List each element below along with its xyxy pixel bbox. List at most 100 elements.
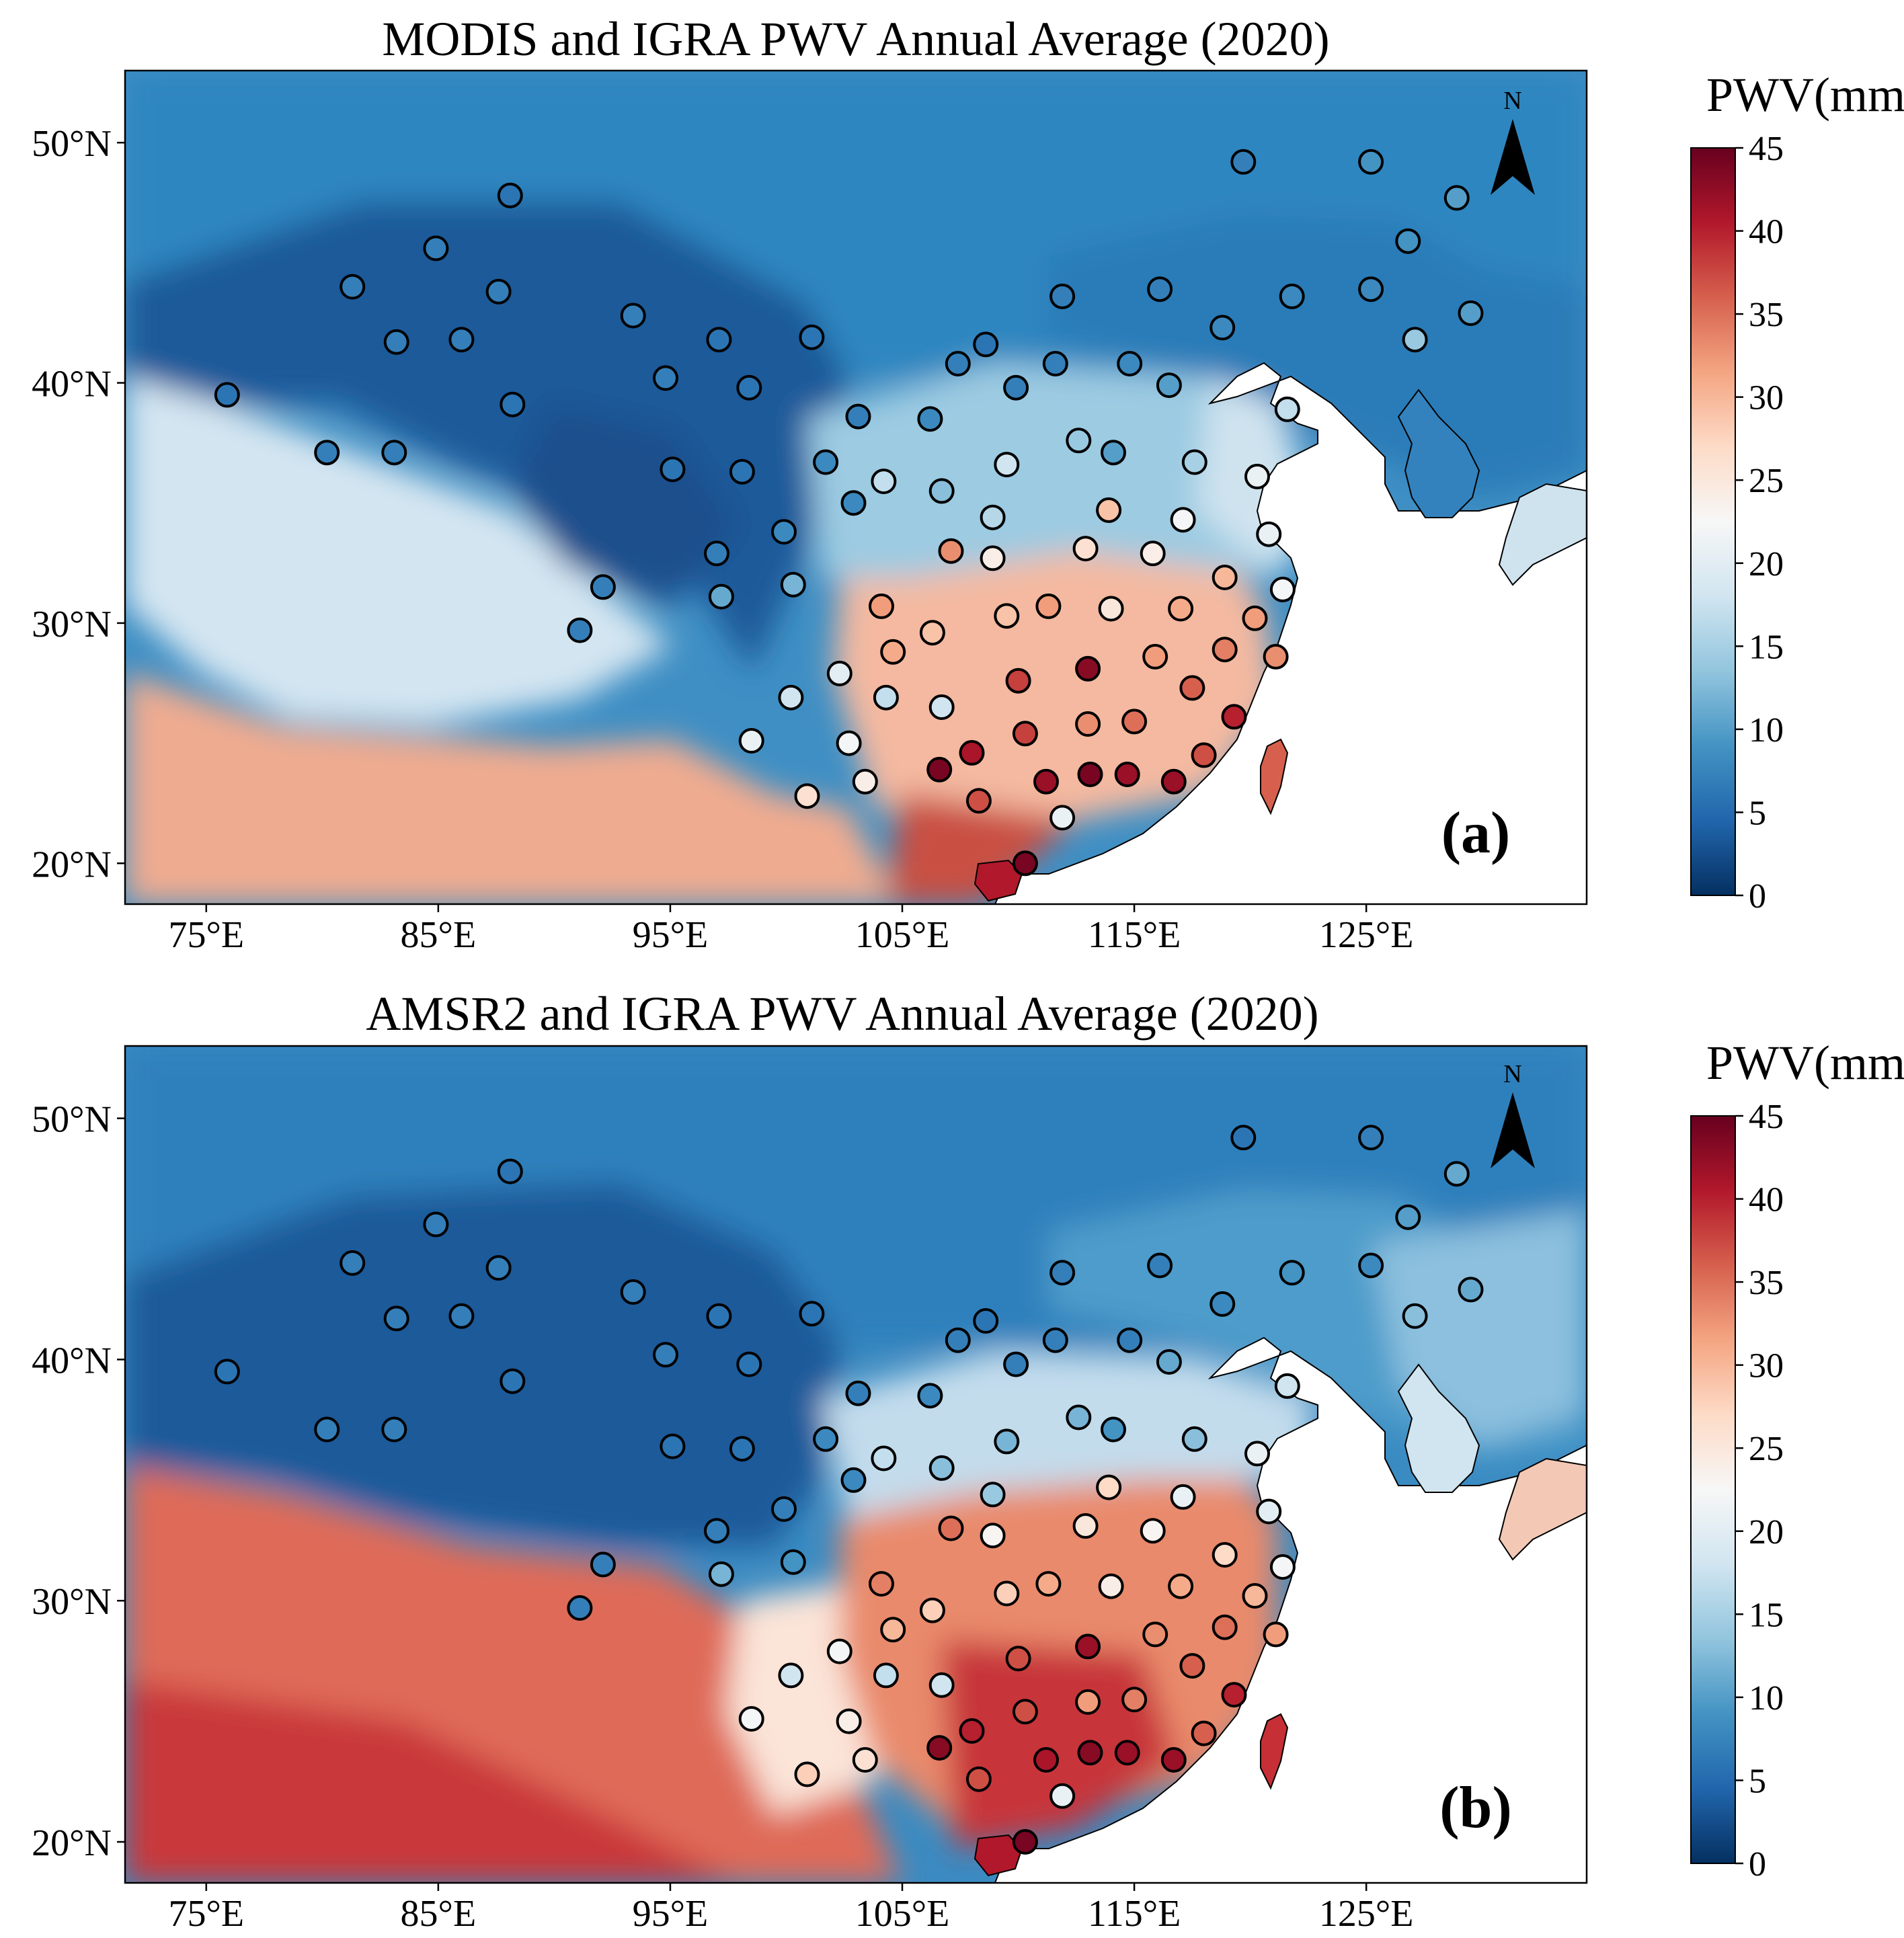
station-marker bbox=[794, 1761, 820, 1787]
station-marker bbox=[1212, 565, 1238, 590]
station-marker bbox=[1077, 1740, 1103, 1766]
lon-tick-label: 75°E bbox=[168, 1893, 244, 1935]
station-marker bbox=[813, 1426, 839, 1452]
station-marker bbox=[485, 278, 512, 305]
station-marker bbox=[1279, 1260, 1305, 1286]
station-marker bbox=[1049, 283, 1076, 309]
colorbar-tick-label: 15 bbox=[1749, 628, 1784, 666]
station-marker bbox=[1458, 300, 1484, 326]
station-marker bbox=[980, 1523, 1006, 1549]
station-marker bbox=[1066, 1404, 1092, 1430]
station-marker bbox=[917, 1383, 943, 1409]
station-marker bbox=[653, 365, 678, 391]
station-marker bbox=[736, 374, 762, 401]
panel-title: MODIS and IGRA PWV Annual Average (2020) bbox=[382, 12, 1329, 66]
station-marker bbox=[738, 1706, 764, 1732]
station-marker bbox=[1230, 149, 1257, 175]
station-marker bbox=[1098, 1573, 1124, 1599]
station-marker bbox=[836, 1708, 862, 1734]
station-marker bbox=[1098, 596, 1124, 622]
lat-tick-label: 40°N bbox=[32, 1340, 112, 1381]
station-marker bbox=[771, 1496, 797, 1522]
colorbar-tick-label: 20 bbox=[1749, 545, 1784, 583]
pwv-field-map bbox=[125, 71, 1587, 904]
lon-tick-label: 85°E bbox=[401, 914, 477, 956]
station-marker bbox=[1012, 1699, 1038, 1725]
station-marker bbox=[1358, 1252, 1384, 1279]
station-marker bbox=[799, 324, 825, 350]
lon-axis: 75°E 85°E 95°E 105°E 115°E 125°E bbox=[168, 904, 1413, 956]
station-marker bbox=[1033, 1747, 1059, 1773]
station-marker bbox=[381, 1416, 407, 1443]
colorbar-tick-label: 25 bbox=[1749, 462, 1784, 500]
station-marker bbox=[926, 1735, 953, 1761]
station-marker bbox=[1140, 540, 1166, 567]
colorbar-ticks: 0 5 10 15 20 25 30 35 40 45 bbox=[1735, 1098, 1784, 1884]
station-marker bbox=[794, 783, 820, 809]
colorbar-tick-label: 10 bbox=[1749, 1679, 1784, 1718]
station-marker bbox=[1160, 1747, 1187, 1773]
colorbar-tick-label: 0 bbox=[1749, 877, 1766, 916]
station-marker bbox=[706, 1303, 732, 1329]
station-marker bbox=[836, 730, 862, 756]
station-marker bbox=[852, 768, 878, 795]
station-marker bbox=[928, 1672, 955, 1698]
station-marker bbox=[1168, 1573, 1194, 1599]
station-marker bbox=[994, 1428, 1020, 1455]
station-marker bbox=[869, 1571, 894, 1597]
station-marker bbox=[1114, 762, 1140, 787]
station-marker bbox=[1279, 283, 1305, 309]
station-marker bbox=[1077, 762, 1103, 787]
station-marker bbox=[778, 1662, 804, 1689]
station-marker bbox=[1101, 1416, 1126, 1443]
station-marker bbox=[1075, 1689, 1101, 1715]
station-marker bbox=[660, 1433, 686, 1459]
station-marker bbox=[1012, 850, 1038, 877]
station-marker bbox=[845, 403, 871, 430]
colorbar-tick-label: 30 bbox=[1749, 379, 1784, 417]
colorbar-tick-label: 0 bbox=[1749, 1845, 1766, 1884]
station-marker bbox=[813, 449, 839, 475]
station-marker bbox=[980, 504, 1006, 530]
station-marker bbox=[1242, 605, 1268, 631]
station-marker bbox=[567, 617, 593, 643]
north-arrow: N bbox=[1491, 87, 1535, 195]
station-marker bbox=[500, 1368, 526, 1394]
map-frame bbox=[124, 1045, 1588, 1884]
station-marker bbox=[620, 302, 646, 329]
colorbar-label: PWV(mm) bbox=[1706, 68, 1904, 122]
station-marker bbox=[1191, 1720, 1217, 1746]
station-markers bbox=[214, 1125, 1484, 1855]
station-marker bbox=[1256, 521, 1282, 547]
station-marker bbox=[729, 1436, 755, 1462]
station-marker bbox=[708, 583, 734, 610]
station-marker bbox=[1035, 593, 1062, 619]
station-marker bbox=[928, 694, 955, 720]
lat-tick-label: 20°N bbox=[32, 844, 112, 885]
station-marker bbox=[873, 1662, 899, 1689]
station-marker bbox=[845, 1380, 871, 1406]
lon-tick-label: 125°E bbox=[1319, 914, 1414, 956]
station-marker bbox=[1012, 721, 1038, 747]
station-marker bbox=[1042, 351, 1068, 376]
station-marker bbox=[1244, 463, 1270, 489]
station-marker bbox=[500, 391, 526, 417]
station-marker bbox=[1121, 709, 1148, 735]
station-marker bbox=[1256, 1498, 1282, 1525]
station-marker bbox=[1181, 449, 1207, 475]
station-marker bbox=[1179, 675, 1205, 701]
station-marker bbox=[994, 1580, 1020, 1607]
panel-title: AMSR2 and IGRA PWV Annual Average (2020) bbox=[366, 987, 1318, 1041]
station-marker bbox=[1269, 1554, 1296, 1580]
colorbar-ramp bbox=[1690, 1115, 1736, 1864]
station-marker bbox=[1179, 1653, 1205, 1679]
station-marker bbox=[1072, 536, 1099, 562]
station-marker bbox=[1072, 1513, 1099, 1539]
lat-axis: 20°N 30°N 40°N 50°N bbox=[32, 1099, 125, 1864]
station-marker bbox=[590, 1551, 616, 1578]
station-marker bbox=[1274, 396, 1300, 422]
lat-tick-label: 20°N bbox=[32, 1822, 112, 1864]
station-marker bbox=[1121, 1687, 1148, 1713]
station-marker bbox=[826, 660, 852, 686]
station-marker bbox=[980, 545, 1006, 571]
